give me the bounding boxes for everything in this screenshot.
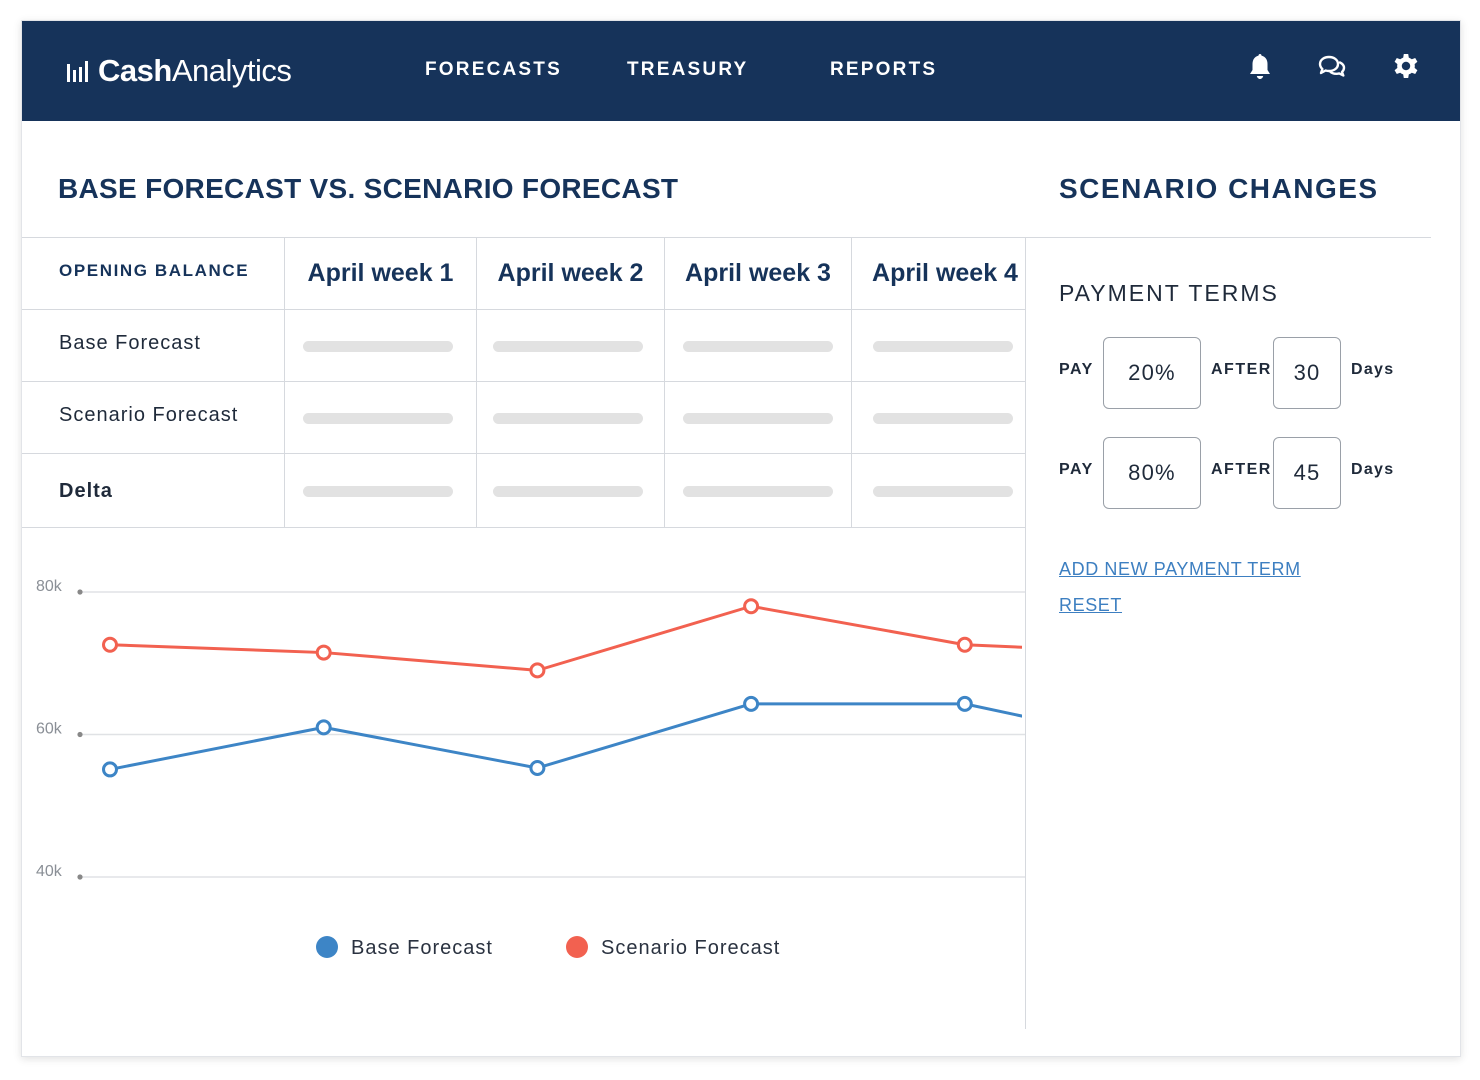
- header-week-2: April week 2: [497, 259, 644, 287]
- cell-placeholder: [303, 341, 453, 352]
- y-tick-label: 80k: [36, 578, 63, 595]
- y-tick-label: 60k: [36, 721, 63, 738]
- bell-icon[interactable]: [1244, 51, 1276, 83]
- scenario-forecast-line: [109, 604, 1022, 672]
- after-label: AFTER: [1211, 361, 1272, 378]
- after-days-input-2[interactable]: [1273, 437, 1341, 509]
- legend-scenario-label: Scenario Forecast: [601, 937, 780, 959]
- top-navbar: CashAnalytics FORECASTS TREASURY REPORTS: [22, 21, 1460, 121]
- cell-placeholder: [873, 486, 1013, 497]
- cell-placeholder: [493, 486, 643, 497]
- header-week-1: April week 1: [307, 259, 454, 287]
- legend-base-marker: [316, 936, 338, 958]
- days-label: Days: [1351, 361, 1395, 378]
- cell-placeholder: [493, 341, 643, 352]
- cell-placeholder: [683, 341, 833, 352]
- cell-placeholder: [303, 486, 453, 497]
- base-forecast-point: [315, 719, 332, 736]
- row-label-base: Base Forecast: [59, 332, 201, 354]
- after-label: AFTER: [1211, 461, 1272, 478]
- row-label-delta: Delta: [59, 480, 113, 502]
- cell-placeholder: [493, 413, 643, 424]
- scenario-forecast-point: [529, 662, 546, 679]
- nav-reports[interactable]: REPORTS: [830, 59, 938, 80]
- payment-terms-heading: PAYMENT TERMS: [1059, 280, 1279, 306]
- nav-forecasts[interactable]: FORECASTS: [425, 59, 562, 80]
- cell-placeholder: [873, 413, 1013, 424]
- header-week-4: April week 4: [872, 259, 1018, 287]
- scenario-forecast-point: [956, 636, 973, 653]
- cell-placeholder: [683, 486, 833, 497]
- days-label: Days: [1351, 461, 1395, 478]
- table-divider: [22, 453, 1026, 454]
- header-opening-balance: OPENING BALANCE: [59, 261, 250, 280]
- panel-title-divider: [1026, 237, 1431, 238]
- cell-placeholder: [873, 341, 1013, 352]
- bar-chart-logo-icon: [67, 61, 88, 82]
- scenario-forecast-point: [315, 644, 332, 661]
- panel-divider: [1025, 237, 1026, 1029]
- table-divider: [851, 237, 852, 527]
- y-tick-dot: [77, 874, 83, 880]
- add-payment-term-link[interactable]: ADD NEW PAYMENT TERM: [1059, 559, 1301, 579]
- base-forecast-point: [743, 695, 760, 712]
- page-title: BASE FORECAST VS. SCENARIO FORECAST: [58, 173, 679, 204]
- scenario-forecast-point: [743, 598, 760, 615]
- base-forecast-point: [102, 761, 118, 778]
- y-tick-label: 40k: [36, 863, 63, 880]
- table-divider: [476, 237, 477, 527]
- pay-percent-input-1[interactable]: [1103, 337, 1201, 409]
- cell-placeholder: [683, 413, 833, 424]
- table-divider: [664, 237, 665, 527]
- legend-scenario-marker: [566, 936, 588, 958]
- legend-base-label: Base Forecast: [351, 937, 493, 959]
- pay-label: PAY: [1059, 361, 1094, 378]
- forecast-line-chart: 40k 60k 80k Base Forecast Scenario Forecast: [36, 578, 1025, 959]
- row-label-scenario: Scenario Forecast: [59, 404, 239, 426]
- logo-text: CashAnalytics: [98, 53, 292, 88]
- table-divider: [22, 309, 1026, 310]
- base-forecast-point: [529, 759, 546, 776]
- table-divider: [22, 237, 1026, 238]
- base-forecast-point: [956, 695, 973, 712]
- nav-treasury[interactable]: TREASURY: [627, 59, 749, 80]
- header-week-3: April week 3: [685, 259, 831, 287]
- panel-title: SCENARIO CHANGES: [1059, 173, 1379, 204]
- after-days-input-1[interactable]: [1273, 337, 1341, 409]
- scenario-forecast-point: [102, 636, 118, 653]
- reset-link[interactable]: RESET: [1059, 595, 1123, 615]
- app-logo[interactable]: CashAnalytics: [66, 53, 292, 89]
- base-forecast-line: [109, 702, 1022, 771]
- pay-label: PAY: [1059, 461, 1094, 478]
- gear-icon[interactable]: [1390, 51, 1422, 83]
- table-divider: [22, 381, 1026, 382]
- y-tick-dot: [77, 589, 83, 595]
- cell-placeholder: [303, 413, 453, 424]
- app-window: CashAnalytics FORECASTS TREASURY REPORTS…: [21, 20, 1461, 1057]
- table-divider: [22, 527, 1026, 528]
- table-divider: [284, 237, 285, 527]
- chat-icon[interactable]: [1316, 51, 1348, 83]
- pay-percent-input-2[interactable]: [1103, 437, 1201, 509]
- y-tick-dot: [77, 731, 83, 738]
